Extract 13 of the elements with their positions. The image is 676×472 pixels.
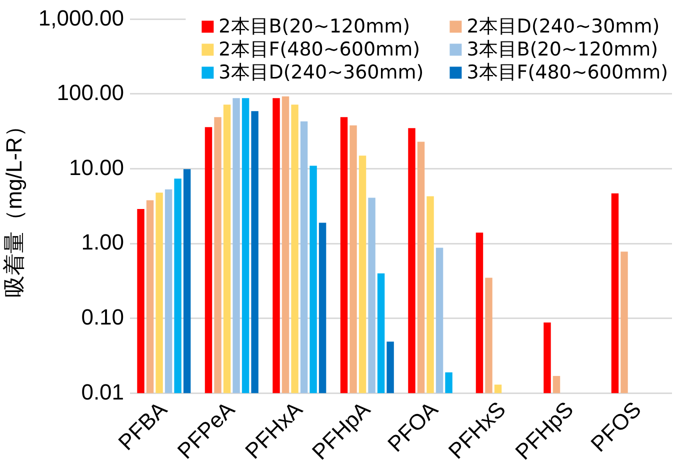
y-tick-label: 1.00 [81, 230, 124, 255]
y-tick-label: 1,000.00 [38, 5, 124, 30]
legend-label: 2本目B(20~120mm) [218, 16, 410, 38]
y-axis-title: 吸着量（mg/L-R） [1, 115, 26, 298]
legend-label: 2本目F(480~600mm) [218, 38, 420, 61]
y-tick-label: 0.01 [81, 379, 124, 404]
y-tick-label: 100.00 [56, 80, 124, 106]
y-tick-label: 10.00 [68, 154, 124, 180]
legend-label: 2本目D(240~30mm) [466, 16, 660, 38]
legend-label: 3本目D(240~360mm) [218, 62, 424, 84]
legend-label: 3本目B(20~120mm) [466, 38, 658, 61]
legend-label: 3本目F(480~600mm) [466, 62, 668, 84]
y-tick-label: 0.10 [81, 304, 124, 330]
